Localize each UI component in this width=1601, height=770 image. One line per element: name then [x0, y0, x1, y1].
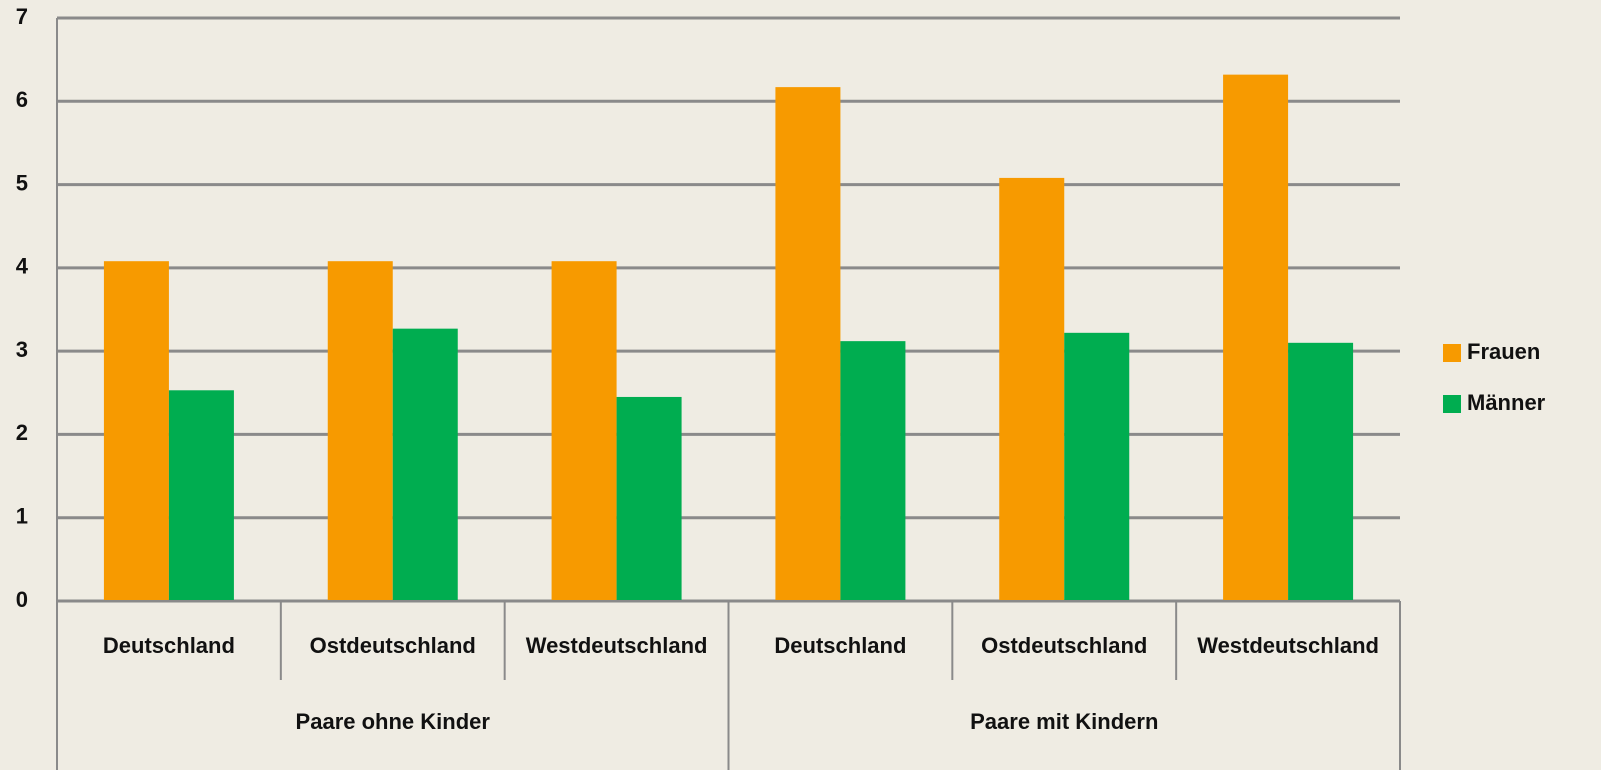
x-tick-label: Deutschland — [103, 633, 235, 658]
y-tick-label: 2 — [16, 420, 28, 445]
legend-swatch — [1443, 395, 1461, 413]
legend-swatch — [1443, 344, 1461, 362]
bar — [1223, 74, 1289, 602]
x-tick-label: Westdeutschland — [1197, 633, 1379, 658]
bar — [616, 396, 682, 601]
y-tick-label: 7 — [16, 4, 28, 29]
bar — [999, 177, 1065, 601]
x-tick-label: Westdeutschland — [526, 633, 708, 658]
y-tick-label: 3 — [16, 337, 28, 362]
bar — [775, 87, 841, 602]
y-tick-label: 6 — [16, 87, 28, 112]
y-tick-label: 0 — [16, 587, 28, 612]
x-tick-label: Ostdeutschland — [981, 633, 1147, 658]
group-label: Paare ohne Kinder — [296, 709, 491, 734]
bar — [392, 328, 458, 601]
y-tick-label: 1 — [16, 504, 28, 529]
bar — [1288, 342, 1354, 601]
bar — [103, 261, 169, 601]
bar — [840, 341, 906, 601]
y-tick-label: 5 — [16, 170, 28, 195]
bar — [1064, 332, 1130, 601]
bar — [551, 261, 617, 601]
bar — [168, 390, 234, 601]
x-tick-label: Ostdeutschland — [310, 633, 476, 658]
group-label: Paare mit Kindern — [970, 709, 1158, 734]
legend-label: Männer — [1467, 390, 1546, 415]
legend-label: Frauen — [1467, 339, 1540, 364]
bar — [327, 261, 393, 601]
x-tick-label: Deutschland — [774, 633, 906, 658]
y-tick-label: 4 — [16, 254, 29, 279]
